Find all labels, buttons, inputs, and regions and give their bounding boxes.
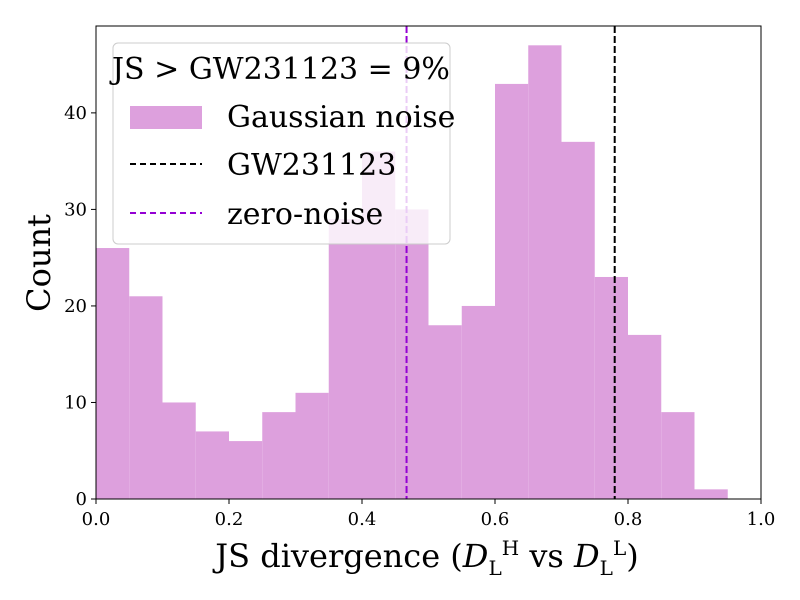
y-axis-label: Count bbox=[20, 214, 58, 312]
reference-lines bbox=[405, 26, 616, 499]
histogram-bar bbox=[295, 392, 329, 499]
histogram-bar bbox=[229, 441, 263, 499]
y-tick-label: 10 bbox=[64, 392, 87, 413]
x-tick-label: 0.6 bbox=[481, 509, 510, 530]
histogram-bar bbox=[395, 209, 429, 500]
x-axis-label: JS divergence (DLH vs DLL) bbox=[212, 536, 638, 580]
legend-box bbox=[112, 42, 451, 245]
x-tick-label: 1.0 bbox=[747, 509, 776, 530]
x-axis-label-main: JS divergence bbox=[212, 537, 440, 575]
y-tick-label: 30 bbox=[64, 199, 87, 220]
axis-ticks: 0.0 0.2 0.4 0.6 0.8 1.0 0 10 20 30 40 bbox=[64, 103, 775, 530]
x-tick-label: 0.4 bbox=[348, 509, 377, 530]
histogram-bar bbox=[162, 402, 196, 499]
histogram-bar bbox=[661, 412, 695, 499]
legend: JS > GW231123 = 9% Gaussian noise GW2311… bbox=[109, 42, 455, 245]
x-tick-label: 0.8 bbox=[614, 509, 643, 530]
histogram-bar bbox=[195, 431, 229, 499]
histogram-bar bbox=[129, 296, 163, 499]
histogram-bar bbox=[428, 325, 462, 499]
histogram-bar bbox=[628, 334, 662, 499]
x-tick-label: 0.0 bbox=[82, 509, 111, 530]
histogram-bar bbox=[694, 489, 728, 499]
legend-label-zero-noise: zero-noise bbox=[227, 197, 383, 232]
y-tick-label: 20 bbox=[64, 296, 87, 317]
legend-label-gaussian-noise: Gaussian noise bbox=[227, 100, 455, 135]
histogram-bar bbox=[96, 248, 130, 499]
histogram-bar bbox=[561, 141, 595, 499]
histogram-bar bbox=[262, 412, 296, 499]
histogram-bar bbox=[495, 83, 529, 499]
legend-title: JS > GW231123 = 9% bbox=[109, 52, 450, 87]
y-tick-label: 40 bbox=[64, 103, 87, 124]
histogram-bar bbox=[328, 219, 362, 499]
legend-swatch-gaussian-noise bbox=[130, 106, 202, 129]
histogram-bar bbox=[461, 305, 495, 499]
x-tick-label: 0.2 bbox=[215, 509, 244, 530]
plot-frame bbox=[95, 25, 762, 500]
histogram-bar bbox=[594, 276, 628, 499]
histogram-bar bbox=[528, 45, 562, 499]
histogram-bars bbox=[96, 45, 728, 500]
legend-label-gw231123: GW231123 bbox=[227, 148, 396, 183]
y-tick-label: 0 bbox=[76, 489, 87, 510]
